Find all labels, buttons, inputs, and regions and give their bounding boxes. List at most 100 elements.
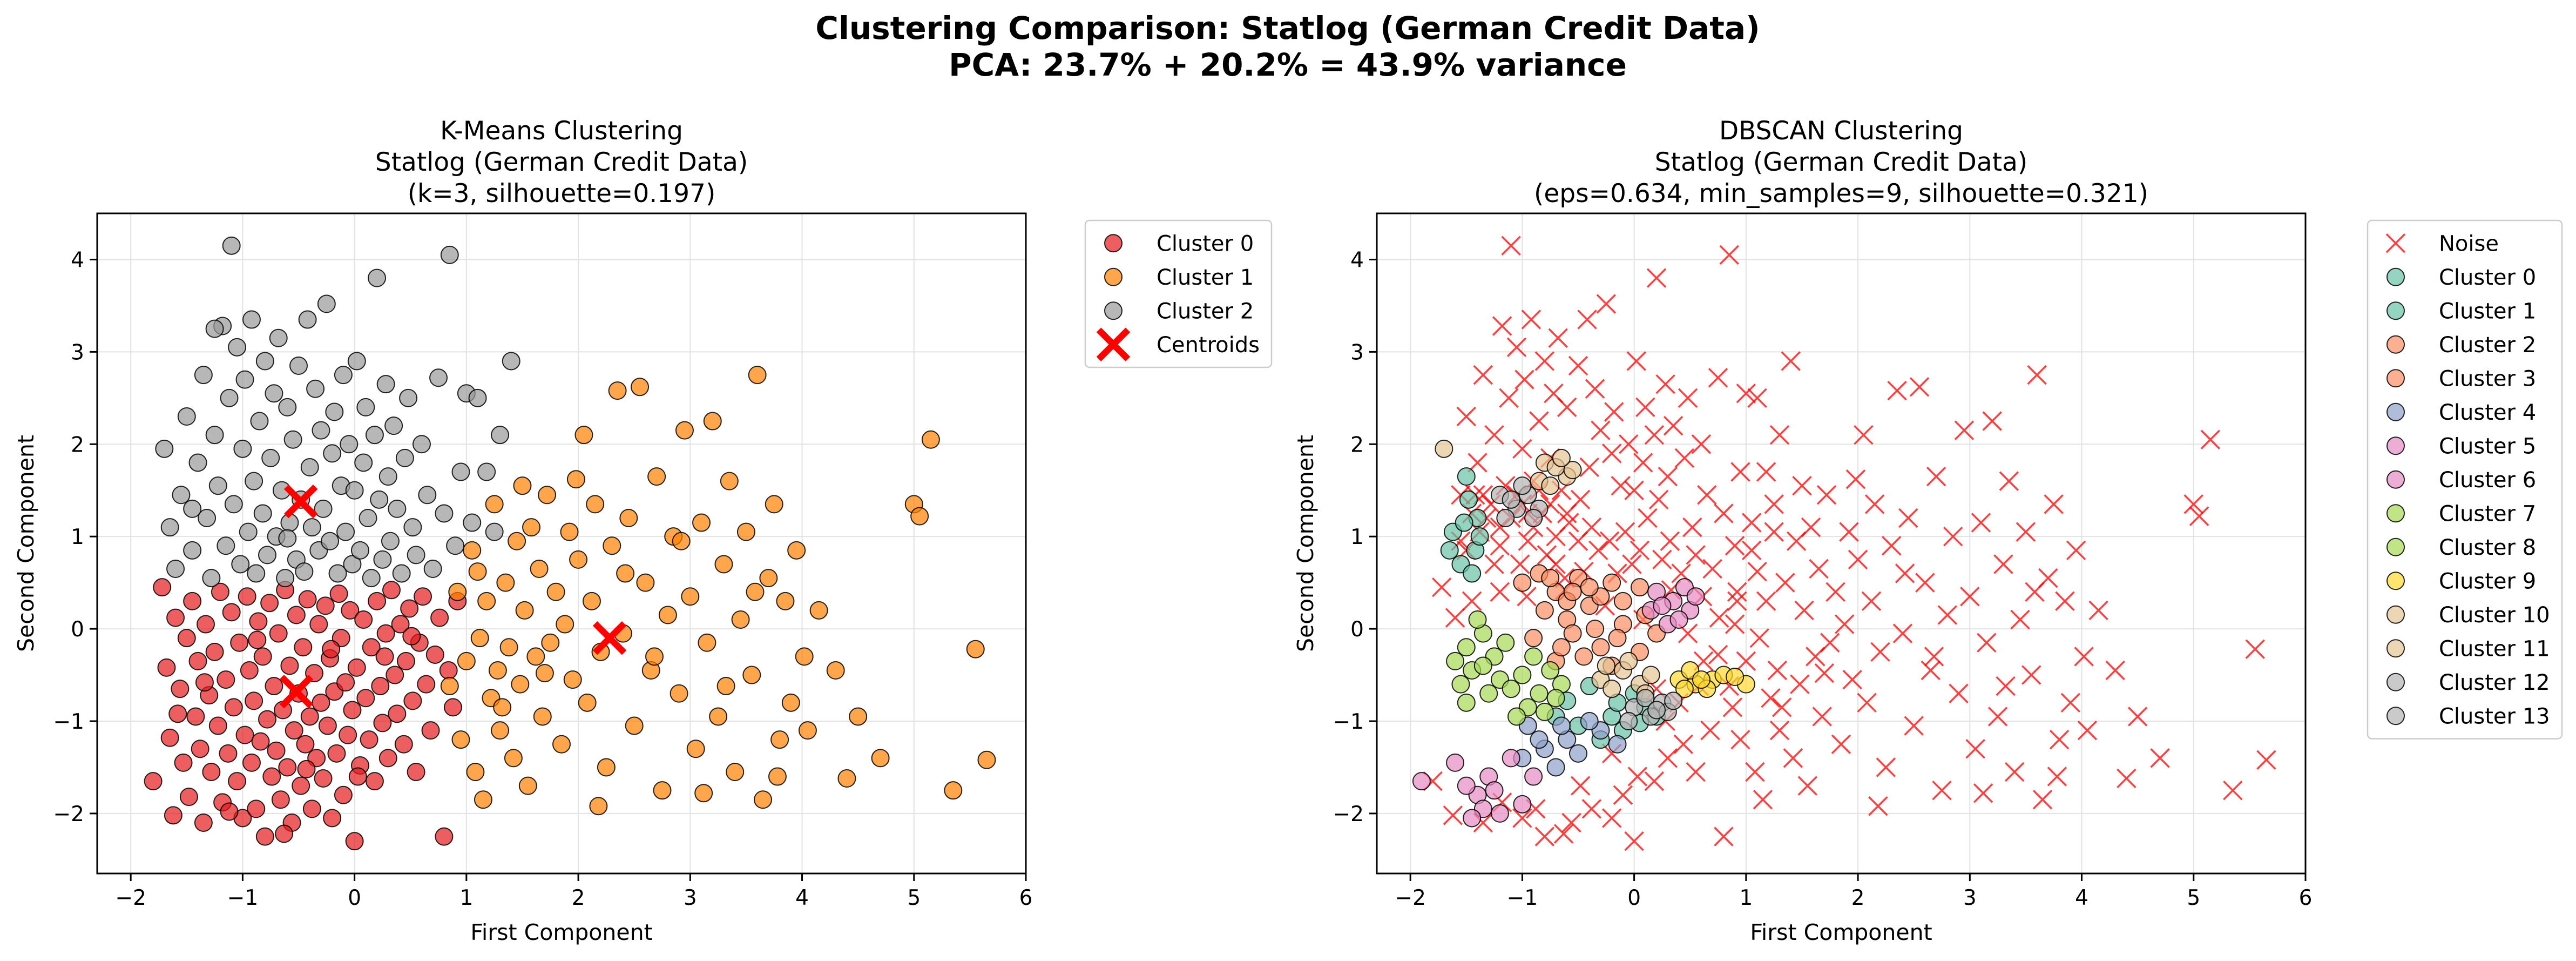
dbscan-legend-label-cluster-6: Cluster 6	[2439, 468, 2536, 493]
kmeans-cluster-2-point	[336, 522, 355, 541]
dbscan-noise-point	[1960, 587, 1980, 607]
dbscan-cluster-11-point	[1603, 680, 1621, 698]
dbscan-noise-point	[1999, 471, 2019, 491]
dbscan-noise-point	[1490, 582, 1510, 602]
kmeans-cluster-0-point	[376, 624, 395, 643]
dbscan-title-line3: (eps=0.634, min_samples=9, silhouette=0.…	[1534, 179, 2148, 209]
dbscan-noise-point	[1845, 469, 1866, 489]
kmeans-cluster-1-point	[736, 522, 755, 541]
kmeans-cluster-1-point	[716, 677, 735, 696]
dbscan-cluster-10-point	[1563, 461, 1582, 480]
dbscan-legend-marker-cluster-4	[2386, 402, 2405, 421]
dbscan-legend-label-cluster-0: Cluster 0	[2439, 265, 2536, 290]
dbscan-noise-point	[1633, 453, 1653, 473]
dbscan-noise-point	[1619, 434, 1639, 454]
kmeans-cluster-2-point	[345, 481, 364, 500]
dbscan-ylabel: Second Component	[1293, 435, 1319, 652]
kmeans-cluster-0-point	[341, 601, 360, 620]
dbscan-legend-marker-cluster-3	[2386, 369, 2405, 388]
kmeans-cluster-0-point	[329, 584, 348, 603]
dbscan-noise-point	[1588, 540, 1608, 561]
kmeans-cluster-0-point	[294, 638, 313, 657]
dbscan-noise-point	[1624, 480, 1644, 500]
kmeans-cluster-0-point	[258, 710, 276, 729]
kmeans-cluster-0-point	[318, 716, 337, 735]
dbscan-cluster-10-point	[1435, 439, 1453, 458]
dbscan-noise-point	[1806, 647, 1825, 667]
dbscan-noise-point	[2055, 591, 2075, 611]
kmeans-cluster-2-point	[440, 245, 459, 264]
dbscan-noise-point	[1568, 355, 1588, 376]
kmeans-cluster-0-point	[345, 832, 364, 851]
kmeans-ytick-label: 4	[71, 248, 84, 272]
kmeans-cluster-0-point	[316, 596, 335, 615]
dbscan-cluster-7-point	[1468, 610, 1487, 629]
kmeans-cluster-2-point	[418, 486, 437, 505]
kmeans-cluster-0-point	[267, 741, 286, 760]
kmeans-cluster-1-point	[686, 740, 705, 758]
dbscan-noise-point	[1644, 425, 1665, 445]
kmeans-cluster-1-point	[470, 629, 489, 648]
kmeans-xtick-label: −2	[115, 886, 146, 910]
kmeans-cluster-2-point	[314, 499, 333, 518]
dbscan-noise-point	[1954, 420, 1975, 440]
kmeans-cluster-0-point	[407, 763, 425, 781]
kmeans-cluster-0-point	[388, 704, 407, 723]
dbscan-cluster-13-point	[1496, 509, 1515, 527]
dbscan-noise-point	[1753, 790, 1773, 810]
kmeans-cluster-0-point	[287, 606, 306, 624]
dbscan-noise-point	[1727, 591, 1747, 611]
dbscan-noise-point	[1926, 466, 1946, 487]
kmeans-cluster-1-point	[477, 592, 496, 610]
kmeans-cluster-0-point	[205, 642, 224, 661]
dbscan-noise-point	[2066, 540, 2086, 561]
dbscan-cluster-5-point	[1653, 596, 1672, 615]
dbscan-noise-point	[2049, 729, 2070, 750]
dbscan-panel: DBSCAN Clustering Statlog (German Credit…	[1293, 116, 2563, 945]
dbscan-noise-point	[1462, 591, 1482, 611]
kmeans-cluster-1-point	[616, 564, 635, 583]
kmeans-cluster-1-point	[563, 670, 582, 689]
kmeans-cluster-1-point	[759, 569, 778, 588]
kmeans-cluster-2-point	[265, 384, 283, 403]
kmeans-cluster-1-point	[552, 735, 571, 754]
kmeans-xlabel: First Component	[470, 919, 652, 945]
dbscan-noise-point	[1775, 573, 1795, 593]
kmeans-legend-marker-cluster-0	[1104, 234, 1123, 253]
dbscan-noise-point	[1548, 328, 1568, 348]
dbscan-cluster-4-point	[1580, 712, 1599, 730]
kmeans-cluster-2-point	[300, 458, 319, 476]
dbscan-noise-point	[1585, 379, 1605, 399]
dbscan-noise-point	[1756, 591, 1776, 611]
kmeans-cluster-2-point	[208, 476, 227, 495]
dbscan-legend-marker-cluster-0	[2386, 267, 2405, 286]
dbscan-noise-point	[1646, 268, 1667, 288]
kmeans-ytick-label: −2	[53, 802, 85, 826]
dbscan-legend-marker-cluster-9	[2386, 572, 2405, 590]
dbscan-noise-point	[2256, 750, 2276, 770]
dbscan-noise-point	[1781, 351, 1801, 371]
dbscan-cluster-0-point	[1457, 467, 1476, 486]
kmeans-cluster-1-point	[694, 784, 713, 803]
dbscan-noise-point	[1987, 707, 2008, 727]
kmeans-cluster-2-point	[306, 379, 325, 398]
kmeans-cluster-1-point	[619, 509, 638, 527]
kmeans-plot-frame	[96, 212, 1027, 875]
kmeans-cluster-0-point	[251, 732, 270, 751]
kmeans-cluster-0-point	[386, 666, 404, 684]
dbscan-ticks: −2 −1 0 1 2 3 4 5 6 −2 −1 0 1 2 3 4	[1333, 248, 2313, 910]
kmeans-cluster-2-point	[323, 444, 342, 463]
kmeans-cluster-0-point	[298, 590, 317, 609]
dbscan-noise-point	[1570, 776, 1591, 796]
kmeans-cluster-0-point	[443, 698, 462, 717]
kmeans-ytick-label: 0	[71, 617, 84, 642]
dbscan-cluster-8-point	[1541, 661, 1560, 680]
kmeans-cluster-1-point	[871, 749, 890, 768]
kmeans-cluster-0-point	[435, 827, 454, 846]
kmeans-cluster-1-point	[653, 781, 672, 800]
dbscan-noise-point	[2060, 693, 2081, 713]
kmeans-cluster-2-point	[373, 550, 392, 569]
kmeans-cluster-2-point	[334, 366, 353, 385]
kmeans-cluster-0-point	[219, 744, 238, 763]
dbscan-noise-point	[1638, 508, 1658, 528]
